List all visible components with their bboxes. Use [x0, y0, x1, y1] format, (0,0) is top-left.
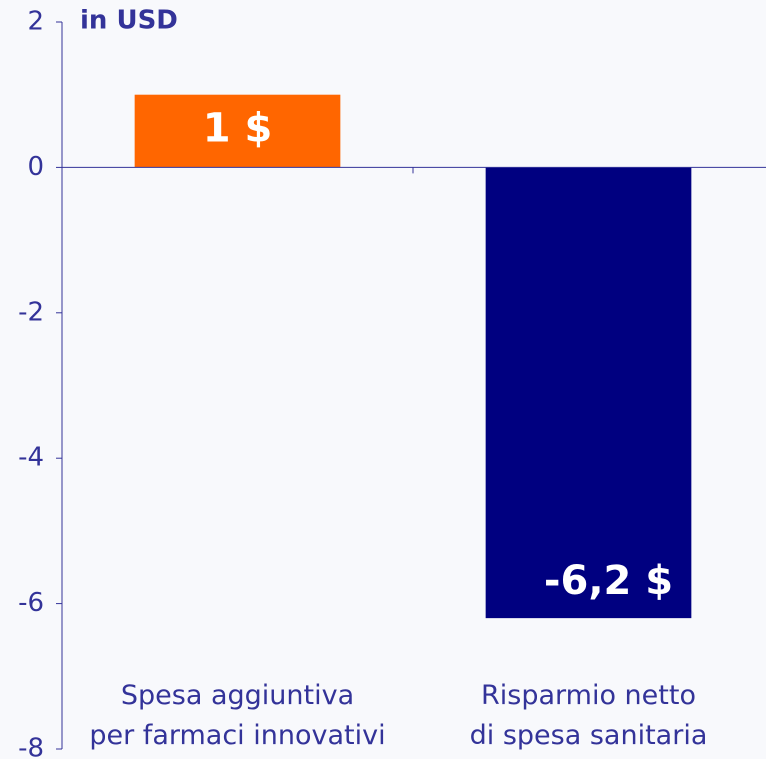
y-tick-label: 2 [27, 7, 44, 37]
value-label: 1 $ [203, 106, 273, 152]
x-tick-label: Risparmio netto di spesa sanitaria [469, 680, 708, 751]
value-label: -6,2 $ [544, 558, 673, 604]
y-tick-label: -2 [18, 297, 44, 327]
x-tick-label: Spesa aggiuntiva per farmaci innovativi [89, 680, 386, 751]
chart-title: in USD [80, 6, 178, 36]
y-tick-label: 0 [27, 152, 44, 182]
y-tick-label: -4 [18, 443, 44, 473]
bar [134, 94, 341, 168]
y-tick-label: -6 [18, 588, 44, 618]
y-tick-label: -8 [18, 734, 44, 759]
bar [485, 167, 692, 619]
